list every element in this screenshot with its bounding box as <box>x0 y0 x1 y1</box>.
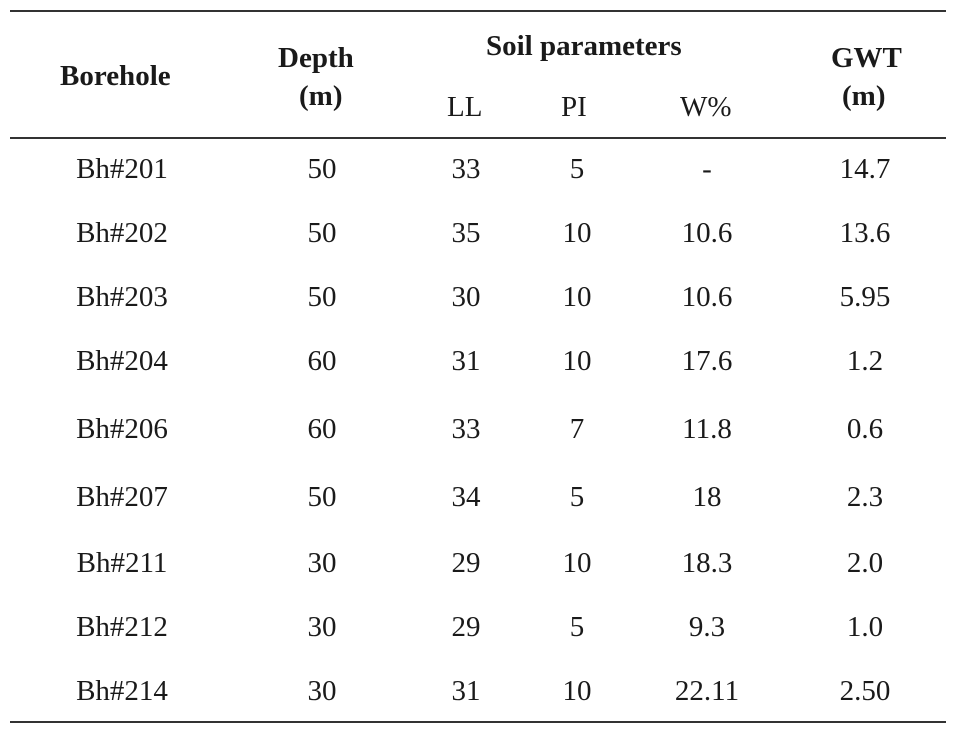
cell-w: 18 <box>692 481 722 513</box>
header-ll: LL <box>447 91 483 123</box>
cell-depth: 30 <box>307 547 337 579</box>
header-depth-unit: (m) <box>299 80 343 112</box>
cell-depth: 50 <box>307 481 337 513</box>
cell-gwt: 2.50 <box>839 675 891 707</box>
cell-pi: 7 <box>569 413 585 445</box>
cell-borehole: Bh#211 <box>76 547 168 579</box>
cell-ll: 31 <box>451 675 481 707</box>
cell-borehole: Bh#212 <box>76 611 168 643</box>
cell-ll: 29 <box>451 547 481 579</box>
header-soil-parameters: Soil parameters <box>486 30 682 62</box>
header-w-percent: W% <box>680 91 732 123</box>
cell-pi: 5 <box>569 611 585 643</box>
cell-w: 10.6 <box>681 281 733 313</box>
cell-w: - <box>702 153 712 185</box>
table-row: Bh#207 50 34 5 18 2.3 <box>0 481 956 521</box>
cell-gwt: 0.6 <box>846 413 884 445</box>
cell-ll: 31 <box>451 345 481 377</box>
cell-ll: 33 <box>451 413 481 445</box>
header-pi: PI <box>561 91 587 123</box>
cell-gwt: 2.0 <box>846 547 884 579</box>
cell-borehole: Bh#202 <box>76 217 168 249</box>
cell-depth: 60 <box>307 345 337 377</box>
cell-ll: 33 <box>451 153 481 185</box>
cell-pi: 10 <box>562 675 592 707</box>
cell-w: 11.8 <box>682 413 732 445</box>
cell-ll: 29 <box>451 611 481 643</box>
cell-w: 18.3 <box>681 547 733 579</box>
cell-depth: 50 <box>307 217 337 249</box>
header-depth: Depth <box>278 42 354 74</box>
cell-w: 22.11 <box>674 675 740 707</box>
cell-depth: 50 <box>307 153 337 185</box>
table-row: Bh#211 30 29 10 18.3 2.0 <box>0 547 956 587</box>
cell-borehole: Bh#207 <box>76 481 168 513</box>
table-bottom-rule <box>10 721 946 723</box>
table-top-rule <box>10 10 946 12</box>
cell-pi: 5 <box>569 153 585 185</box>
cell-gwt: 1.2 <box>846 345 884 377</box>
cell-gwt: 1.0 <box>846 611 884 643</box>
cell-gwt: 5.95 <box>839 281 891 313</box>
header-rule <box>10 137 946 139</box>
table-row: Bh#214 30 31 10 22.11 2.50 <box>0 675 956 715</box>
cell-borehole: Bh#214 <box>76 675 168 707</box>
cell-ll: 35 <box>451 217 481 249</box>
cell-depth: 50 <box>307 281 337 313</box>
cell-borehole: Bh#201 <box>76 153 168 185</box>
cell-depth: 60 <box>307 413 337 445</box>
header-gwt: GWT <box>831 42 902 74</box>
cell-w: 9.3 <box>688 611 726 643</box>
table-row: Bh#202 50 35 10 10.6 13.6 <box>0 217 956 257</box>
table-row: Bh#201 50 33 5 - 14.7 <box>0 153 956 193</box>
cell-ll: 34 <box>451 481 481 513</box>
cell-gwt: 2.3 <box>846 481 884 513</box>
table-row: Bh#206 60 33 7 11.8 0.6 <box>0 413 956 453</box>
cell-w: 17.6 <box>681 345 733 377</box>
cell-depth: 30 <box>307 611 337 643</box>
cell-ll: 30 <box>451 281 481 313</box>
cell-gwt: 13.6 <box>839 217 891 249</box>
header-gwt-unit: (m) <box>842 80 886 112</box>
cell-borehole: Bh#206 <box>76 413 168 445</box>
cell-pi: 10 <box>562 547 592 579</box>
cell-borehole: Bh#203 <box>76 281 168 313</box>
cell-pi: 10 <box>562 345 592 377</box>
cell-gwt: 14.7 <box>839 153 891 185</box>
cell-depth: 30 <box>307 675 337 707</box>
cell-pi: 10 <box>562 281 592 313</box>
table-row: Bh#212 30 29 5 9.3 1.0 <box>0 611 956 651</box>
cell-w: 10.6 <box>681 217 733 249</box>
cell-pi: 10 <box>562 217 592 249</box>
cell-pi: 5 <box>569 481 585 513</box>
table-row: Bh#203 50 30 10 10.6 5.95 <box>0 281 956 321</box>
cell-borehole: Bh#204 <box>76 345 168 377</box>
header-borehole: Borehole <box>60 60 171 92</box>
table-row: Bh#204 60 31 10 17.6 1.2 <box>0 345 956 385</box>
